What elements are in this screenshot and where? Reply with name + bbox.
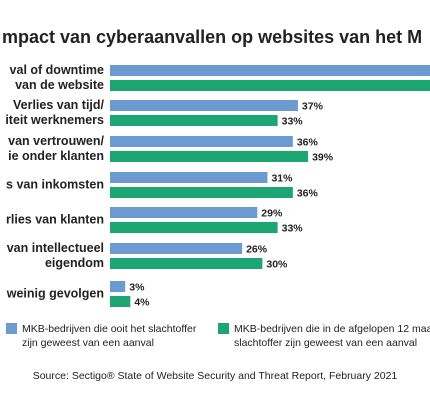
bar — [110, 65, 430, 76]
value-label: 4% — [134, 296, 150, 308]
category-label: ie onder klanten — [8, 149, 104, 163]
value-label: 29% — [261, 207, 283, 219]
category-label: weinig gevolgen — [6, 286, 104, 300]
bar — [110, 207, 258, 218]
bar — [110, 115, 278, 126]
value-label: 31% — [271, 172, 293, 184]
category-label: van vertrouwen/ — [8, 134, 104, 148]
category-label: eigendom — [45, 256, 104, 270]
bar — [110, 100, 298, 111]
legend-label: slachtoffer zijn geweest van een aanval — [234, 337, 417, 349]
bar — [110, 187, 293, 198]
legend-label: zijn geweest van een aanval — [22, 337, 154, 349]
bar — [110, 296, 131, 307]
value-label: 37% — [302, 100, 324, 112]
legend-label: MKB-bedrijven die in de afgelopen 12 maa… — [234, 323, 430, 335]
chart-title: mpact van cyberaanvallen op websites van… — [2, 27, 422, 47]
legend-swatch — [218, 323, 229, 334]
value-label: 26% — [246, 243, 268, 255]
category-label: van de website — [15, 78, 104, 92]
value-label: 33% — [282, 222, 304, 234]
legend-swatch — [6, 323, 17, 334]
bar — [110, 80, 430, 91]
legend-label: MKB-bedrijven die ooit het slachtoffer — [22, 323, 197, 335]
value-label: 39% — [312, 151, 334, 163]
bar — [110, 222, 278, 233]
bar — [110, 172, 268, 183]
value-label: 33% — [282, 115, 304, 127]
category-label: rlies van klanten — [6, 212, 104, 226]
value-label: 36% — [297, 136, 319, 148]
value-label: 36% — [297, 187, 319, 199]
category-label: Verlies van tijd/ — [13, 98, 105, 112]
bar — [110, 151, 309, 162]
bar — [110, 258, 263, 269]
category-label: van intellectueel — [7, 241, 104, 255]
category-label: val of downtime — [10, 63, 105, 77]
source: Source: Sectigo® State of Website Securi… — [33, 370, 398, 382]
category-label: s van inkomsten — [6, 177, 104, 191]
bar — [110, 136, 293, 147]
bar — [110, 243, 243, 254]
value-label: 30% — [266, 258, 288, 270]
bar — [110, 281, 126, 292]
category-label: iteit werknemers — [5, 113, 104, 127]
value-label: 3% — [129, 281, 145, 293]
